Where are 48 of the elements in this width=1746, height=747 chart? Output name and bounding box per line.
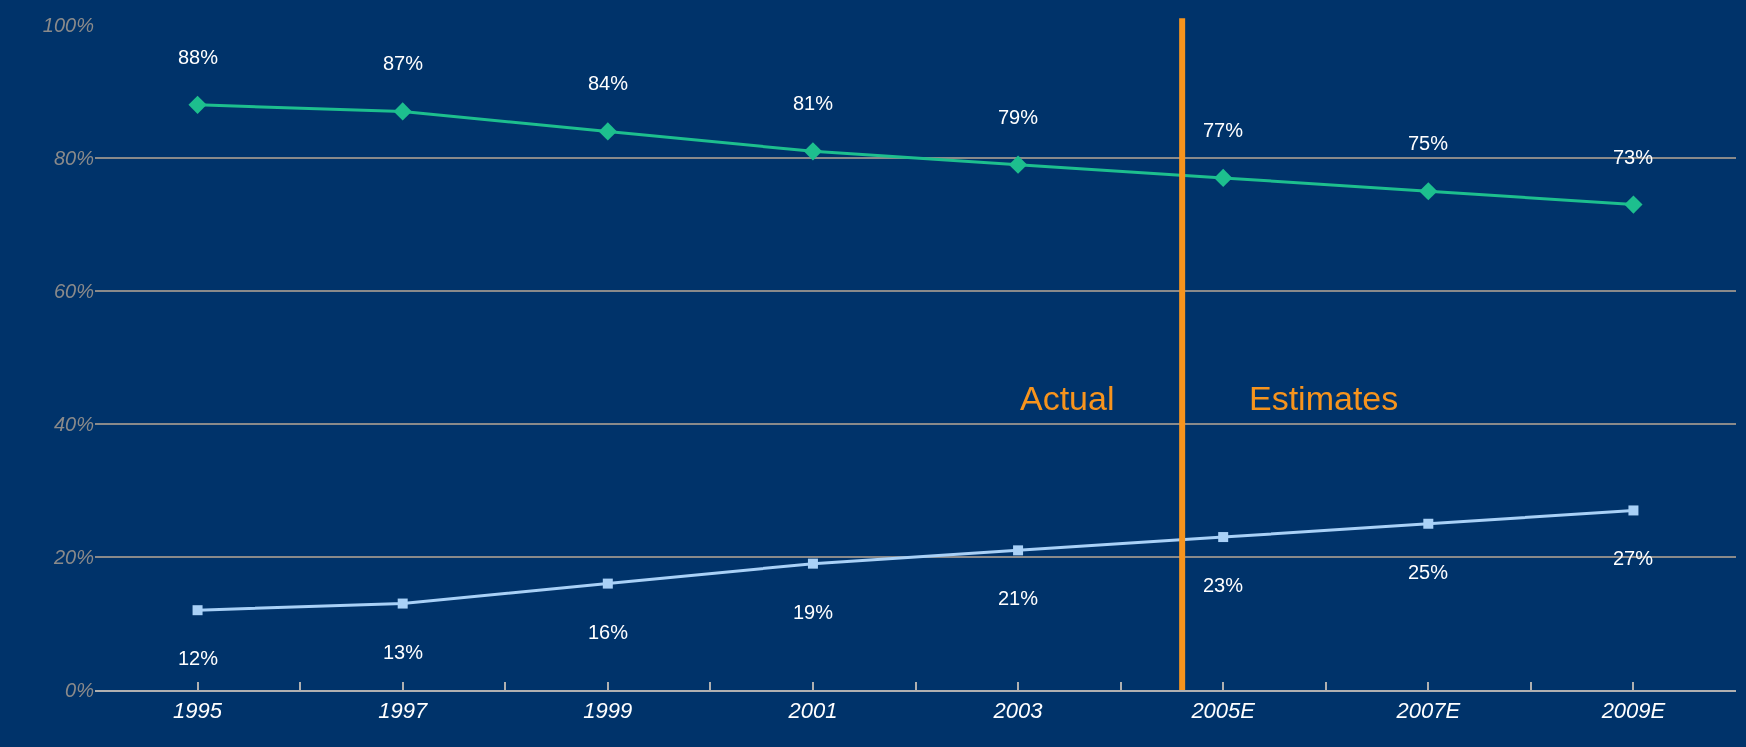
data-label: 81%	[793, 92, 834, 114]
data-label: 19%	[793, 601, 834, 623]
annotation: Estimates	[1249, 379, 1399, 417]
point	[188, 95, 207, 114]
point	[598, 122, 617, 141]
data-label: 12%	[178, 647, 219, 669]
data-label: 77%	[1203, 119, 1244, 141]
point	[1008, 155, 1028, 174]
point	[393, 102, 412, 121]
point	[807, 558, 818, 569]
x-tick-label: 2005E	[1190, 698, 1256, 724]
point	[1628, 505, 1639, 516]
y-tick-label: 20%	[52, 546, 94, 568]
data-label: 84%	[588, 72, 629, 94]
annotation: Actual	[1020, 379, 1115, 417]
point	[397, 598, 408, 609]
data-label: 79%	[998, 106, 1039, 128]
x-tick-label: 2007E	[1395, 698, 1461, 724]
y-tick-label: 40%	[53, 413, 94, 435]
x-tick-label: 2001	[787, 698, 838, 724]
y-tick-label: 80%	[53, 147, 94, 169]
point	[1214, 168, 1233, 188]
data-label: 87%	[383, 52, 424, 74]
data-label: 27%	[1613, 547, 1654, 569]
point	[1013, 545, 1024, 556]
x-tick-label: 2009E	[1600, 698, 1666, 724]
point	[602, 578, 613, 589]
point	[1218, 532, 1229, 543]
data-label: 75%	[1408, 132, 1449, 154]
point	[1624, 195, 1643, 214]
x-tick-label: 1995	[173, 698, 223, 724]
data-label: 73%	[1613, 146, 1654, 168]
x-tick-label: 2003	[992, 698, 1044, 724]
data-label: 25%	[1408, 561, 1449, 583]
y-tick-label: 0%	[65, 679, 94, 701]
point	[1423, 518, 1434, 529]
point	[192, 605, 203, 616]
x-tick-label: 1997	[378, 698, 428, 724]
data-label: 23%	[1203, 574, 1244, 596]
point	[803, 142, 823, 161]
data-label: 13%	[383, 641, 424, 663]
y-tick-label: 100%	[42, 14, 94, 36]
data-label: 16%	[588, 621, 629, 643]
y-tick-label: 60%	[53, 280, 94, 302]
data-label: 88%	[178, 46, 219, 68]
x-tick-label: 1999	[583, 698, 633, 724]
point	[1419, 182, 1438, 201]
data-label: 21%	[998, 587, 1039, 609]
